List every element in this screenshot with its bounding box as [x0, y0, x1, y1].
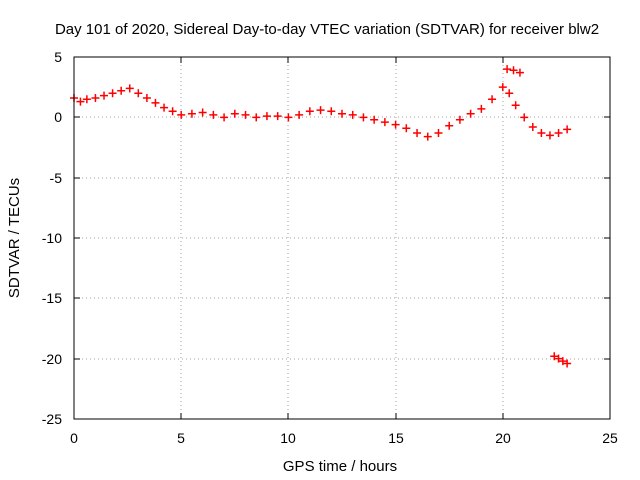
data-point [91, 94, 100, 103]
data-point [151, 98, 160, 107]
data-point [198, 108, 207, 117]
y-ticks: 5 0 -5 -10 -15 -20 -25 [42, 49, 610, 427]
data-point [348, 110, 357, 119]
data-point [413, 129, 422, 138]
data-point [505, 89, 514, 98]
data-point [528, 122, 537, 131]
data-point [545, 131, 554, 140]
data-point [108, 89, 117, 98]
data-point [550, 352, 559, 361]
data-point [558, 357, 567, 366]
data-point [305, 107, 314, 116]
data-point [563, 359, 572, 368]
data-point [160, 103, 169, 112]
y-tick-label: -20 [42, 351, 62, 367]
y-tick-label: -10 [42, 230, 62, 246]
data-point [187, 109, 196, 118]
data-point [445, 121, 454, 130]
x-tick-label: 15 [388, 430, 404, 446]
x-axis-label: GPS time / hours [283, 458, 397, 475]
data-point [423, 132, 432, 141]
data-point [380, 118, 389, 127]
x-tick-label: 20 [495, 430, 511, 446]
y-tick-label: -15 [42, 290, 62, 306]
data-point [488, 95, 497, 104]
data-point [262, 112, 271, 121]
data-point [554, 129, 563, 138]
data-point [498, 83, 507, 92]
x-tick-label: 10 [280, 430, 296, 446]
x-tick-label: 0 [70, 430, 78, 446]
y-tick-label: -25 [42, 411, 62, 427]
y-tick-label: 5 [54, 49, 62, 65]
y-axis-label: SDTVAR / TECUs [6, 178, 23, 298]
data-point [338, 109, 346, 118]
data-point [370, 115, 379, 124]
data-point [554, 354, 563, 363]
data-point [100, 91, 109, 100]
data-point [537, 129, 546, 138]
data-point [230, 109, 239, 118]
x-tick-label: 5 [177, 430, 185, 446]
data-point [273, 112, 282, 121]
data-point [503, 65, 512, 74]
data-point [391, 120, 400, 129]
data-point [220, 113, 229, 122]
data-point [563, 125, 572, 134]
data-point [402, 124, 411, 133]
data-point [241, 110, 250, 119]
data-point [316, 106, 325, 115]
data-point [284, 113, 293, 122]
data-point [434, 129, 443, 138]
y-tick-label: 0 [54, 109, 62, 125]
data-point [327, 107, 336, 116]
data-point [82, 95, 91, 104]
data-point [359, 113, 368, 122]
data-point [520, 113, 529, 122]
data-point [509, 66, 518, 75]
data-point [515, 68, 524, 77]
data-point [511, 101, 520, 110]
data-point [466, 109, 475, 118]
x-tick-label: 25 [602, 430, 618, 446]
data-point [295, 110, 304, 119]
data-point [142, 94, 151, 103]
y-tick-label: -5 [50, 170, 63, 186]
data-point [76, 97, 85, 106]
data-point [177, 110, 186, 119]
data-point [125, 84, 134, 93]
data-point [252, 113, 261, 122]
data-point [134, 89, 143, 98]
x-ticks: 0 5 10 15 20 25 [70, 57, 618, 446]
data-point [209, 110, 218, 119]
data-point [117, 86, 126, 95]
data-points [70, 65, 572, 368]
data-point [455, 115, 464, 124]
chart-title: Day 101 of 2020, Sidereal Day-to-day VTE… [55, 21, 599, 38]
data-point [477, 104, 486, 113]
data-point [168, 107, 177, 116]
